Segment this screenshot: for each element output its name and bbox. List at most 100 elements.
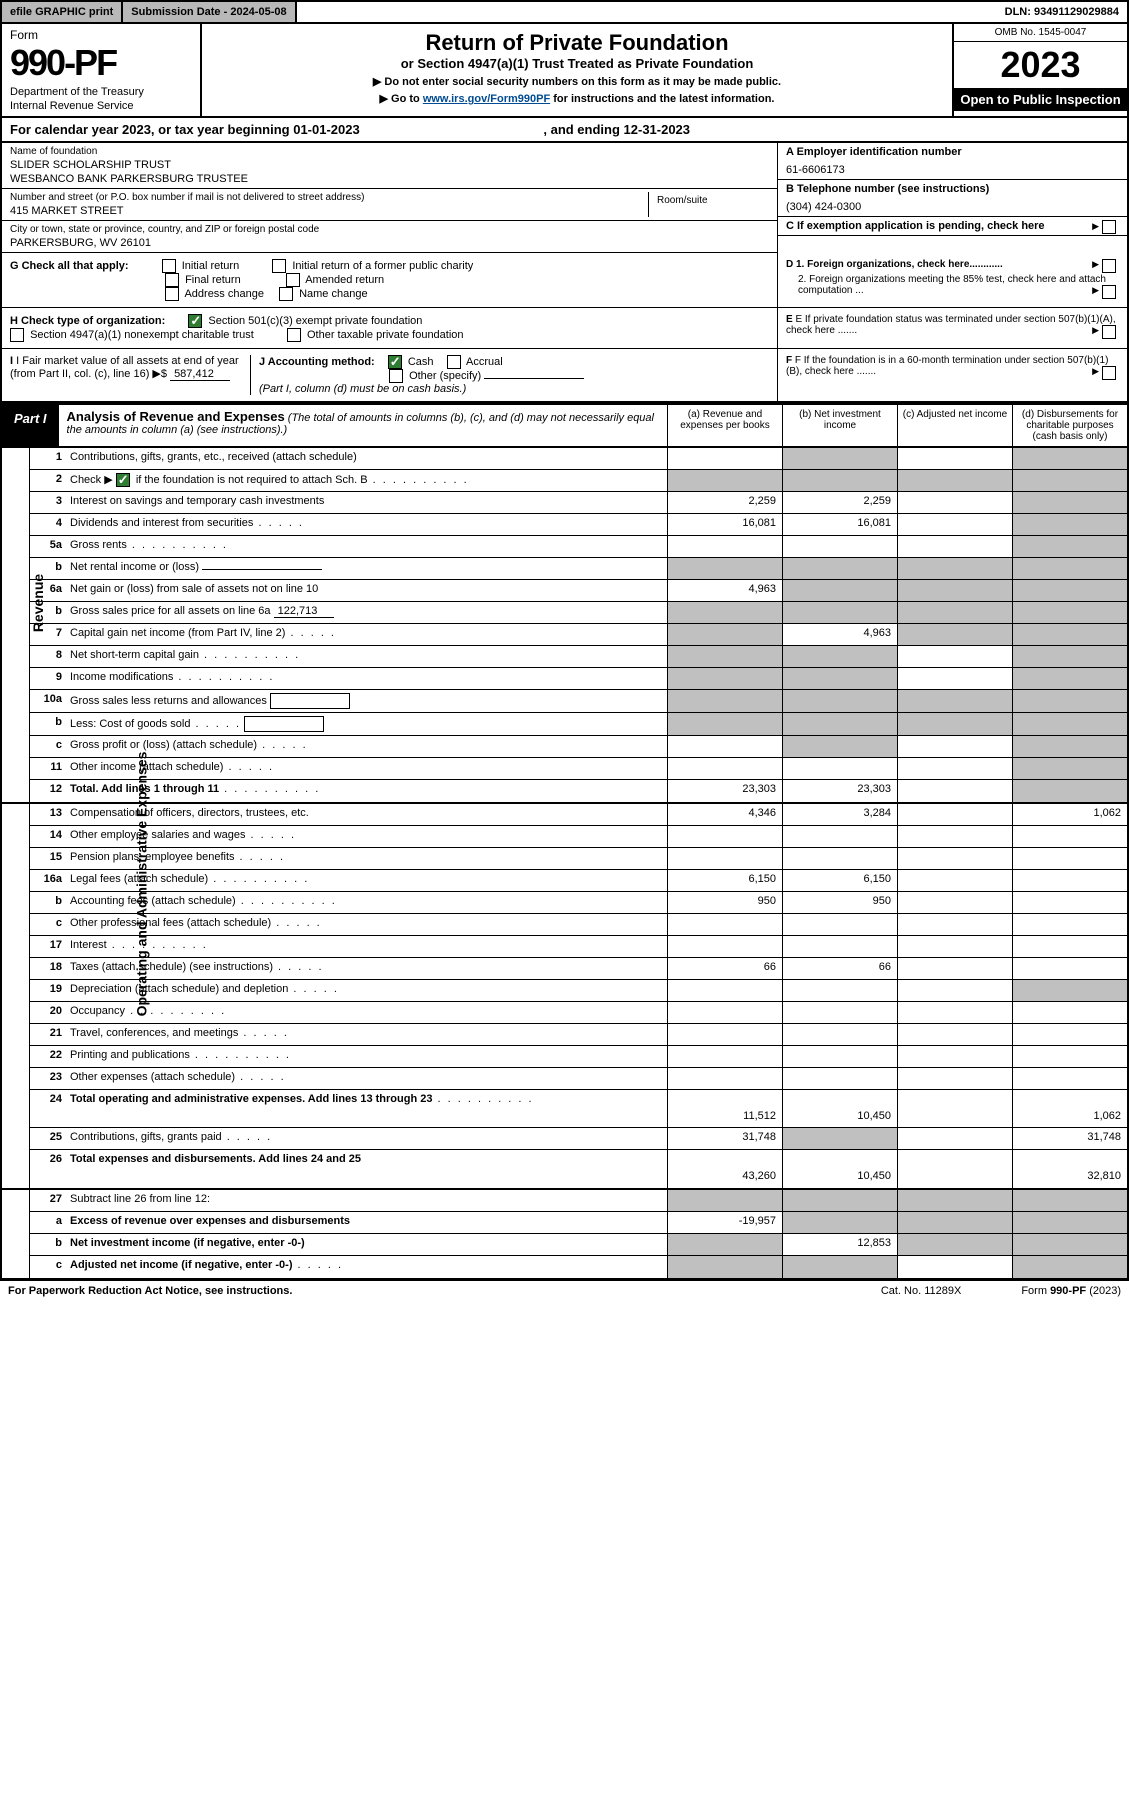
room-suite-label: Room/suite <box>649 192 769 217</box>
dept-treasury: Department of the Treasury <box>10 86 192 98</box>
city-state-zip: PARKERSBURG, WV 26101 <box>10 237 769 249</box>
open-public-badge: Open to Public Inspection <box>954 88 1127 111</box>
address: 415 MARKET STREET <box>10 205 648 217</box>
line-15: Pension plans, employee benefits <box>66 848 667 869</box>
line-19: Depreciation (attach schedule) and deple… <box>66 980 667 1001</box>
line-18: Taxes (attach schedule) (see instruction… <box>66 958 667 979</box>
part-1-title: Analysis of Revenue and Expenses <box>67 409 285 424</box>
col-a-header: (a) Revenue and expenses per books <box>667 405 782 446</box>
line-1: Contributions, gifts, grants, etc., rece… <box>66 448 667 469</box>
col-c-header: (c) Adjusted net income <box>897 405 1012 446</box>
address-change-checkbox[interactable] <box>165 287 179 301</box>
d2-checkbox[interactable] <box>1102 285 1116 299</box>
part-1-header: Part I Analysis of Revenue and Expenses … <box>0 403 1129 448</box>
line-5b: Net rental income or (loss) <box>66 558 667 579</box>
4947-checkbox[interactable] <box>10 328 24 342</box>
final-return-checkbox[interactable] <box>165 273 179 287</box>
exemption-checkbox[interactable] <box>1102 220 1116 234</box>
exemption-pending-label: C If exemption application is pending, c… <box>786 220 1045 232</box>
arrow-icon <box>1092 259 1099 270</box>
top-bar: efile GRAPHIC print Submission Date - 20… <box>0 0 1129 24</box>
d2-label: 2. Foreign organizations meeting the 85%… <box>798 274 1106 296</box>
foundation-name-2: WESBANCO BANK PARKERSBURG TRUSTEE <box>10 173 769 185</box>
line-4: Dividends and interest from securities <box>66 514 667 535</box>
section-g: G Check all that apply: Initial return I… <box>0 253 1129 308</box>
other-method-checkbox[interactable] <box>389 369 403 383</box>
g-label: G Check all that apply: <box>10 260 129 272</box>
address-label: Number and street (or P.O. box number if… <box>10 192 648 203</box>
phone-label: B Telephone number (see instructions) <box>786 183 1119 195</box>
tax-year: 2023 <box>954 42 1127 88</box>
expenses-table: Operating and Administrative Expenses 13… <box>0 804 1129 1190</box>
line-6a: Net gain or (loss) from sale of assets n… <box>66 580 667 601</box>
501c3-checkbox[interactable] <box>188 314 202 328</box>
line-22: Printing and publications <box>66 1046 667 1067</box>
form-number: 990-PF <box>10 42 192 84</box>
line-10b: Less: Cost of goods sold <box>66 713 667 735</box>
e-label: E If private foundation status was termi… <box>786 314 1116 336</box>
sch-b-checkbox[interactable] <box>116 473 130 487</box>
line-12: Total. Add lines 1 through 11 <box>66 780 667 802</box>
arrow-icon <box>1092 285 1099 296</box>
phone-value: (304) 424-0300 <box>786 201 1119 213</box>
summary-table: 27Subtract line 26 from line 12: aExcess… <box>0 1190 1129 1280</box>
line-24: Total operating and administrative expen… <box>66 1090 667 1127</box>
section-h: H Check type of organization: Section 50… <box>0 308 1129 349</box>
line-11: Other income (attach schedule) <box>66 758 667 779</box>
line-17: Interest <box>66 936 667 957</box>
col-b-header: (b) Net investment income <box>782 405 897 446</box>
f-label: F If the foundation is in a 60-month ter… <box>786 355 1108 377</box>
calendar-year-row: For calendar year 2023, or tax year begi… <box>0 118 1129 143</box>
other-specify-input[interactable] <box>484 378 584 379</box>
fmv-value: 587,412 <box>170 368 230 381</box>
form-label: Form <box>10 28 192 42</box>
line-20: Occupancy <box>66 1002 667 1023</box>
line-16c: Other professional fees (attach schedule… <box>66 914 667 935</box>
arrow-icon <box>1092 220 1099 232</box>
expenses-side-label: Operating and Administrative Expenses <box>2 804 30 1188</box>
line-5a: Gross rents <box>66 536 667 557</box>
city-label: City or town, state or province, country… <box>10 224 769 235</box>
line-8: Net short-term capital gain <box>66 646 667 667</box>
line-26: Total expenses and disbursements. Add li… <box>66 1150 667 1188</box>
d1-checkbox[interactable] <box>1102 259 1116 273</box>
paperwork-notice: For Paperwork Reduction Act Notice, see … <box>8 1285 292 1297</box>
irs-link[interactable]: www.irs.gov/Form990PF <box>423 93 550 105</box>
e-checkbox[interactable] <box>1102 325 1116 339</box>
foundation-name-1: SLIDER SCHOLARSHIP TRUST <box>10 159 769 171</box>
initial-return-checkbox[interactable] <box>162 259 176 273</box>
j-label: J Accounting method: <box>259 356 375 368</box>
initial-former-checkbox[interactable] <box>272 259 286 273</box>
form-ref: Form 990-PF (2023) <box>1021 1285 1121 1297</box>
section-i-j: I I Fair market value of all assets at e… <box>0 349 1129 403</box>
h-label: H Check type of organization: <box>10 315 165 327</box>
line-25: Contributions, gifts, grants paid <box>66 1128 667 1149</box>
name-label: Name of foundation <box>10 146 769 157</box>
form-title: Return of Private Foundation <box>208 30 946 56</box>
line-6b: Gross sales price for all assets on line… <box>66 602 667 623</box>
ein-value: 61-6606173 <box>786 164 1119 176</box>
line-2: Check ▶ if the foundation is not require… <box>66 470 667 491</box>
line-27c: Adjusted net income (if negative, enter … <box>66 1256 667 1278</box>
line-14: Other employee salaries and wages <box>66 826 667 847</box>
line-21: Travel, conferences, and meetings <box>66 1024 667 1045</box>
f-checkbox[interactable] <box>1102 366 1116 380</box>
line-27b: Net investment income (if negative, ente… <box>66 1234 667 1255</box>
irs-label: Internal Revenue Service <box>10 100 192 112</box>
efile-print-button[interactable]: efile GRAPHIC print <box>2 2 123 22</box>
amended-return-checkbox[interactable] <box>286 273 300 287</box>
line-10a: Gross sales less returns and allowances <box>66 690 667 712</box>
revenue-table: Revenue 1Contributions, gifts, grants, e… <box>0 448 1129 804</box>
line-27a: Excess of revenue over expenses and disb… <box>66 1212 667 1233</box>
name-change-checkbox[interactable] <box>279 287 293 301</box>
ssn-warning: ▶ Do not enter social security numbers o… <box>208 75 946 88</box>
cash-checkbox[interactable] <box>388 355 402 369</box>
line-10c: Gross profit or (loss) (attach schedule) <box>66 736 667 757</box>
line-9: Income modifications <box>66 668 667 689</box>
ein-label: A Employer identification number <box>786 146 1119 158</box>
form-header: Form 990-PF Department of the Treasury I… <box>0 24 1129 118</box>
other-taxable-checkbox[interactable] <box>287 328 301 342</box>
revenue-side-label: Revenue <box>2 448 30 802</box>
submission-date: Submission Date - 2024-05-08 <box>123 2 296 22</box>
accrual-checkbox[interactable] <box>447 355 461 369</box>
